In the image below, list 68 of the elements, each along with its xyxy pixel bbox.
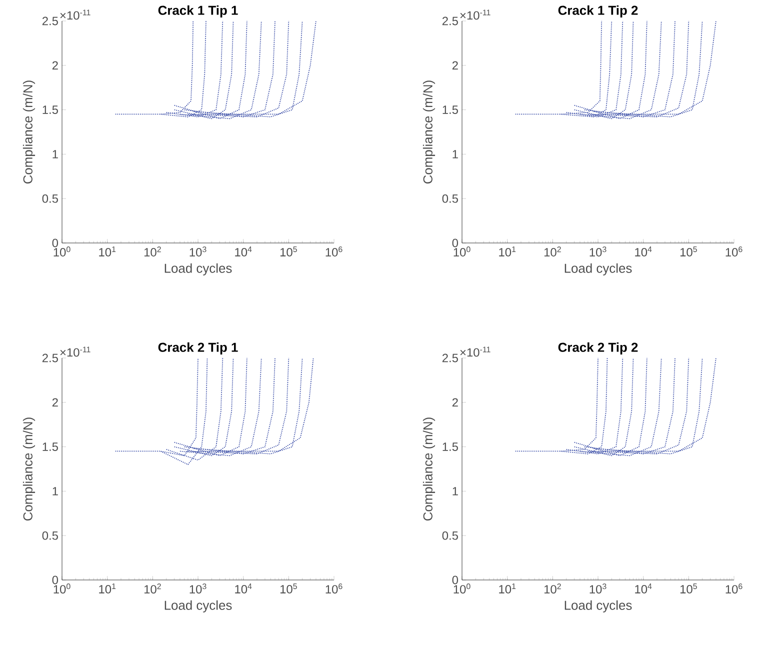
x-tick-label: 10$^{2}$	[144, 246, 161, 257]
x-tick-label: 10$^{5}$	[280, 246, 297, 256]
x-tick-label: 10$^{2}$	[544, 584, 561, 594]
x-tick-label: 10$^{6}$	[326, 584, 342, 594]
y-tick-label: 2	[52, 398, 58, 407]
y-tick-label: 0.5	[442, 194, 458, 203]
y-tick-label: 1	[452, 150, 458, 158]
y-tick-label: 2.5	[42, 354, 58, 362]
y-tick-label: 2	[52, 61, 58, 70]
text: ×10$^{-11}$	[460, 346, 490, 357]
x-tick-label: 10$^{0}$	[54, 246, 70, 257]
chart-title: Crack 2 Tip 1	[158, 342, 238, 354]
text: ×10$^{-11}$	[460, 10, 490, 20]
x-tick-label: 10$^{4}$	[635, 246, 652, 256]
x-tick-label: 10$^{2}$	[544, 246, 561, 257]
x-tick-label: 10$^{1}$	[99, 246, 116, 256]
x-tick-label: 10$^{4}$	[635, 584, 652, 594]
x-tick-label: 10$^{0}$	[454, 246, 470, 257]
y-tick-label: 0	[52, 576, 58, 584]
x-tick-label: 10$^{5}$	[680, 246, 697, 256]
y-tick-label: 1.5	[42, 106, 58, 114]
x-axis-title: Load cycles	[164, 263, 232, 276]
x-tick-label: 10$^{4}$	[235, 584, 252, 594]
y-tick-label: 1	[452, 487, 458, 496]
text: ×10$^{-11}$	[60, 10, 90, 20]
x-tick-label: 10$^{6}$	[726, 246, 742, 257]
x-axis-title: Load cycles	[564, 600, 632, 612]
y-tick-label: 2	[452, 61, 458, 70]
x-tick-label: 10$^{5}$	[680, 584, 697, 594]
y-tick-label: 1.5	[442, 442, 458, 451]
x-tick-label: 10$^{1}$	[499, 584, 516, 594]
x-tick-label: 10$^{6}$	[326, 246, 342, 257]
chart-title: Crack 2 Tip 2	[558, 342, 638, 354]
y-tick-label: 0.5	[442, 531, 458, 540]
y-tick-label: 1.5	[42, 442, 58, 451]
x-tick-label: 10$^{3}$	[590, 246, 606, 257]
x-tick-label: 10$^{0}$	[54, 584, 70, 594]
y-tick-label: 0	[452, 238, 458, 248]
x-tick-label: 10$^{1}$	[99, 584, 116, 594]
y-axis-title: Compliance (m/N)	[422, 418, 436, 521]
y-tick-label: 1	[52, 487, 58, 496]
y-tick-label: 0	[452, 576, 458, 584]
x-tick-label: 10$^{4}$	[235, 246, 252, 256]
x-tick-label: 10$^{5}$	[280, 584, 297, 594]
text: ×10$^{-11}$	[60, 346, 90, 357]
y-tick-label: 2.5	[442, 16, 458, 26]
y-tick-label: 0.5	[42, 194, 58, 203]
y-axis-title: Compliance (m/N)	[22, 418, 36, 521]
y-tick-label: 0	[52, 238, 58, 248]
y-axis-title: Compliance (m/N)	[22, 80, 36, 184]
y-tick-label: 0.5	[42, 531, 58, 540]
chart-title: Crack 1 Tip 1	[158, 5, 238, 18]
y-tick-label: 2.5	[42, 16, 58, 26]
x-tick-label: 10$^{0}$	[454, 584, 470, 594]
y-tick-label: 1	[52, 150, 58, 158]
x-tick-label: 10$^{6}$	[726, 584, 742, 594]
y-tick-label: 2.5	[442, 354, 458, 362]
x-axis-title: Load cycles	[564, 263, 632, 276]
y-tick-label: 2	[452, 398, 458, 407]
x-tick-label: 10$^{2}$	[144, 584, 161, 594]
x-tick-label: 10$^{3}$	[190, 584, 206, 594]
x-axis-title: Load cycles	[164, 600, 232, 612]
x-tick-label: 10$^{1}$	[499, 246, 516, 256]
y-tick-label: 1.5	[442, 106, 458, 114]
x-tick-label: 10$^{3}$	[190, 246, 206, 257]
y-axis-title: Compliance (m/N)	[422, 80, 436, 184]
chart-title: Crack 1 Tip 2	[558, 5, 638, 18]
x-tick-label: 10$^{3}$	[590, 584, 606, 594]
